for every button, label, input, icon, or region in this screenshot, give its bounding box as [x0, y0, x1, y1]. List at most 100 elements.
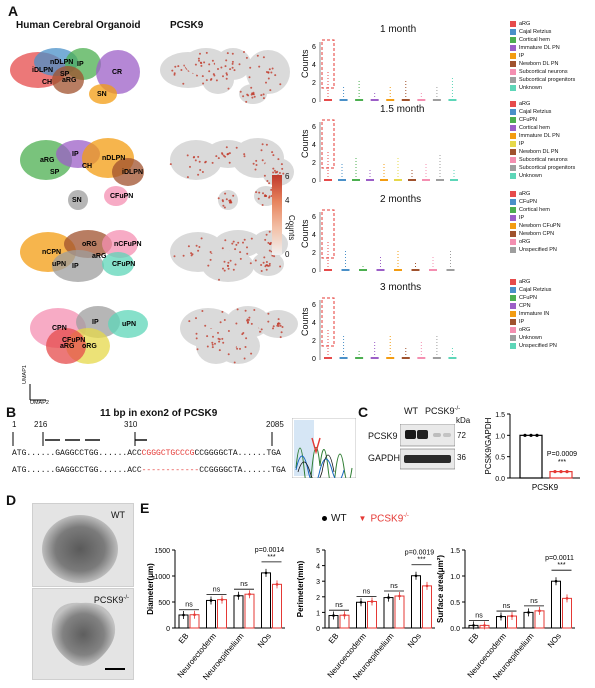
legend-swatch [510, 231, 516, 237]
legend-entry: oRG [510, 238, 595, 246]
expression-dot [222, 75, 224, 78]
e-pvalue: p=0.0014 [255, 547, 284, 554]
expression-dot [182, 254, 185, 257]
cluster-label: iDLPN [32, 67, 53, 74]
e-datapoint [237, 594, 240, 598]
c-datapoint [565, 470, 569, 474]
panel-label-c: C [358, 404, 369, 420]
e-datapoint [565, 597, 569, 600]
c-datapoint [559, 470, 563, 474]
expression-dot [250, 237, 253, 240]
legend-entry: IP [510, 52, 595, 60]
c-xlabel: PCSK9 [532, 483, 559, 492]
expression-dot [245, 337, 248, 340]
legend-label: Cortical hem [519, 207, 550, 213]
legend-label: Newborn CPN [519, 231, 555, 237]
ko-seq-start: ATG [12, 466, 27, 475]
expression-dot [239, 257, 242, 260]
legend-label: CPN [519, 303, 531, 309]
violin-ytick: 2 [312, 80, 316, 87]
cluster-label: SP [60, 71, 70, 78]
violin-ytick: 0 [312, 268, 316, 275]
expression-dot [215, 155, 218, 158]
arg-highlight-box [321, 39, 335, 89]
e-datapoint [264, 571, 268, 575]
legend-swatch [510, 141, 516, 147]
expression-dot [209, 251, 212, 253]
expression-dot [254, 168, 257, 171]
expression-dot [262, 192, 264, 195]
expression-dot [267, 71, 270, 74]
expression-dot [238, 63, 241, 66]
expression-dot [215, 79, 218, 82]
expression-dot [201, 310, 204, 312]
expression-dot [265, 268, 268, 271]
expression-dot [195, 317, 197, 320]
cluster-label: aRG [62, 77, 77, 84]
expression-dot [198, 246, 201, 248]
violin-ylabel: Counts [300, 219, 310, 248]
umap-cluster [46, 328, 86, 364]
e-datapoint [332, 614, 335, 617]
e-bar [383, 597, 394, 629]
expression-dot [256, 54, 259, 57]
legend-label: Unknown [519, 335, 542, 341]
expression-dot [250, 352, 253, 355]
expression-dot [226, 52, 229, 55]
e-ytick-label: 0 [166, 626, 170, 633]
legend-swatch [510, 157, 516, 163]
legend-swatch [510, 319, 516, 325]
e-bar [562, 597, 572, 629]
legend-swatch [510, 45, 516, 51]
expression-dot [245, 100, 248, 103]
legend-swatch [510, 21, 516, 27]
expression-dot [272, 167, 275, 170]
expression-dot [277, 322, 280, 325]
expression-dot [279, 265, 282, 268]
c-stars: *** [558, 459, 566, 466]
expression-dot [228, 161, 231, 164]
expression-dot [243, 238, 246, 241]
expression-dot [225, 146, 228, 149]
c-pvalue: P=0.0009 [547, 451, 577, 458]
expression-dot [224, 155, 227, 158]
cluster-label: IP [77, 61, 84, 68]
colorbar-label: Counts [287, 215, 296, 241]
expression-dot [246, 246, 248, 249]
legend-entry: Subcortical neurons [510, 68, 595, 76]
expression-dot [279, 324, 282, 327]
e-ns-label: ns [185, 602, 193, 609]
expression-dot [208, 70, 211, 73]
expression-dot [211, 341, 214, 344]
expression-dot [279, 83, 282, 86]
legend-label: aRG [519, 279, 531, 285]
expression-dot [234, 248, 237, 251]
e-ytick-label: 1500 [154, 548, 170, 555]
violin-ytick: 2 [312, 160, 316, 167]
e-datapoint [414, 574, 418, 578]
expression-dot [223, 260, 226, 263]
band-label-pcsk9: PCSK9 [368, 431, 398, 441]
expression-dot [268, 195, 271, 198]
legend-swatch [510, 109, 516, 115]
expression-dot [182, 82, 185, 85]
legend-label: Newborn DL PN [519, 149, 559, 155]
e-datapoint [398, 594, 401, 598]
cluster-label: CH [82, 163, 92, 170]
expression-dot [260, 328, 263, 331]
legend-entry: Immature IN [510, 310, 595, 318]
expression-dot [265, 143, 268, 146]
expression-dot [255, 159, 258, 162]
expression-dot [242, 95, 245, 98]
expression-dot [171, 69, 174, 72]
expression-dot [227, 353, 230, 356]
e-datapoint [370, 600, 374, 603]
panel-label-e: E [140, 500, 150, 516]
umap-cluster [102, 230, 138, 258]
wt-seq-mid: ......GAGGCCTGG......ACC [26, 449, 142, 458]
expression-dot [227, 265, 229, 267]
expression-dot [205, 51, 208, 54]
expression-dot [245, 56, 248, 59]
violin-ytick: 0 [312, 178, 316, 185]
expression-dot [255, 191, 258, 194]
